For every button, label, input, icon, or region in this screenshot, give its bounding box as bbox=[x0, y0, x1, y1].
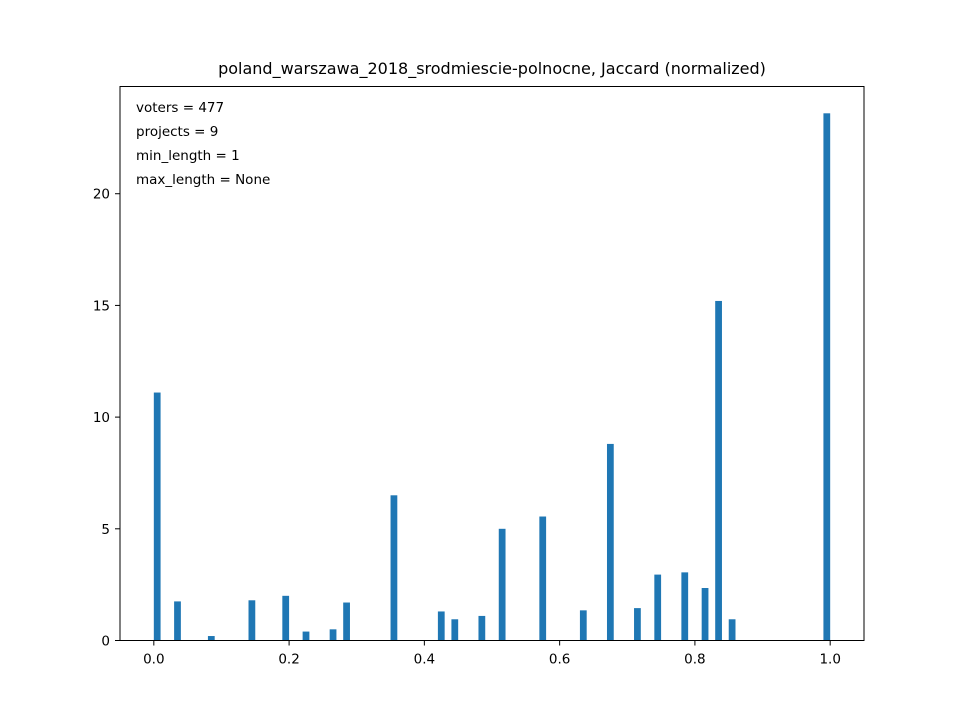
bar bbox=[539, 516, 547, 641]
bar bbox=[715, 300, 722, 641]
bar bbox=[437, 611, 445, 641]
annotation-line: voters = 477 bbox=[136, 100, 224, 116]
bars-group bbox=[153, 113, 831, 641]
bar bbox=[390, 495, 398, 641]
x-tick-label: 0.2 bbox=[278, 652, 299, 668]
x-tick-label: 1.0 bbox=[819, 652, 840, 668]
bar bbox=[681, 572, 689, 641]
bar bbox=[728, 619, 736, 641]
y-tick-label: 20 bbox=[93, 187, 110, 203]
bar bbox=[701, 588, 709, 641]
bar bbox=[207, 636, 215, 641]
x-tick-label: 0.4 bbox=[414, 652, 435, 668]
annotation-line: max_length = None bbox=[136, 172, 270, 188]
y-tick-label: 10 bbox=[93, 410, 110, 426]
bar bbox=[302, 631, 310, 641]
bar bbox=[478, 615, 486, 641]
y-tick-label: 0 bbox=[101, 634, 110, 650]
bar bbox=[498, 528, 506, 641]
annotation-line: projects = 9 bbox=[136, 124, 218, 140]
x-axis: 0.0 0.2 0.4 0.6 0.8 1.0 bbox=[143, 640, 841, 668]
bar bbox=[174, 601, 181, 641]
chart-title: poland_warszawa_2018_srodmiescie-polnocn… bbox=[218, 59, 766, 79]
stats-annotation: voters = 477 projects = 9 min_length = 1 ma… bbox=[136, 100, 270, 188]
plot-area-frame bbox=[119, 86, 865, 641]
y-tick-label: 15 bbox=[93, 298, 110, 314]
x-tick-label: 0.8 bbox=[684, 652, 705, 668]
bar bbox=[823, 113, 831, 641]
x-tick-label: 0.6 bbox=[549, 652, 570, 668]
x-tick-label: 0.0 bbox=[143, 652, 164, 668]
bar bbox=[451, 619, 459, 641]
bar bbox=[329, 629, 337, 641]
bar bbox=[579, 610, 587, 641]
bar bbox=[654, 574, 662, 641]
bar bbox=[634, 608, 641, 641]
bar bbox=[343, 602, 350, 641]
annotation-line: min_length = 1 bbox=[136, 148, 240, 164]
bar bbox=[606, 443, 614, 641]
bar bbox=[153, 392, 161, 641]
y-axis: 0 5 10 15 20 bbox=[93, 187, 120, 650]
y-tick-label: 5 bbox=[101, 522, 110, 538]
bar bbox=[248, 600, 256, 641]
bar bbox=[282, 595, 290, 641]
